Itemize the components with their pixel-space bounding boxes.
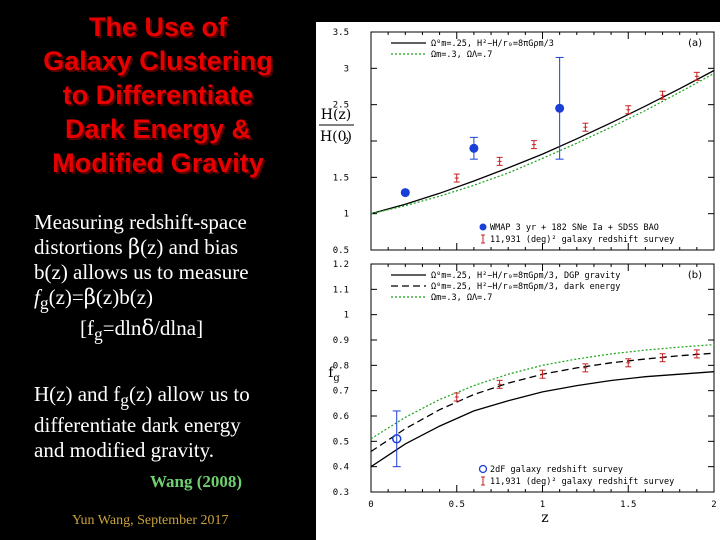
legend-marker <box>479 223 487 231</box>
legend-label: Ω⁰m=.25, H²−H/r₀=8πGρm/3, dark energy <box>431 282 620 292</box>
y-tick-label: 3 <box>344 64 349 74</box>
series-line <box>370 371 715 468</box>
text-sub: g <box>39 293 49 314</box>
beta-symbol: β <box>83 285 96 309</box>
citation: Wang (2008) <box>150 472 243 491</box>
text-line: and modified gravity. <box>34 438 215 463</box>
paragraph-measuring: Measuring redshift-space distortions β(z… <box>34 210 316 347</box>
y-tick-label: 1 <box>344 210 349 220</box>
paragraph-hz-fg: H(z) and fg(z) allow us to differentiate… <box>34 382 316 463</box>
panel-label: (a) <box>688 38 702 49</box>
data-point <box>400 188 410 198</box>
data-point <box>555 103 565 113</box>
y-tick-label: 2 <box>344 137 349 147</box>
y-tick-label: 1 <box>344 311 349 321</box>
text-line: [fg=dlnδ/dlna] <box>34 316 316 347</box>
y-tick-label: 3.5 <box>333 28 349 38</box>
slide-title: The Use of Galaxy Clustering to Differen… <box>8 10 308 180</box>
y-tick-label: 0.8 <box>333 361 349 371</box>
series-line <box>370 72 715 215</box>
text-sub: g <box>120 390 130 411</box>
text-line: Measuring redshift-space <box>34 210 247 234</box>
text-line: H(z) and fg(z) allow us to <box>34 382 316 413</box>
y-tick-label: 1.5 <box>333 173 349 183</box>
text-span: /dlna] <box>154 316 204 341</box>
legend-label: WMAP 3 yr + 182 SNe Ia + SDSS BAO <box>490 223 659 233</box>
x-tick-label: 1.5 <box>620 500 636 510</box>
series-line <box>370 352 715 453</box>
x-axis-label: z <box>541 510 548 526</box>
y-axis-label: fg <box>328 365 340 384</box>
x-tick-label: 0 <box>368 500 373 510</box>
figure-panel: 3.5 3 2.5 2 1.5 1 0.5 (a) Ω⁰m=.25, H²−H/r₀=8πGρm… <box>316 22 720 540</box>
title-line: Galaxy Clustering <box>43 46 273 76</box>
chart-figure: 3.5 3 2.5 2 1.5 1 0.5 (a) Ω⁰m=.25, H²−H/r₀=8πGρm… <box>319 28 717 526</box>
text-span: (z) and bias <box>140 235 239 259</box>
legend-label: 11,931 (deg)² galaxy redshift survey <box>490 477 674 487</box>
text-span: (z)b(z) <box>95 285 154 309</box>
y-tick-label: 0.9 <box>333 336 349 346</box>
x-tick-label: 1 <box>540 500 545 510</box>
text-span: [f <box>80 316 94 341</box>
x-tick-label: 0.5 <box>449 500 465 510</box>
legend-label: Ω⁰m=.25, H²−H/r₀=8πGρm/3 <box>431 39 554 49</box>
title-line: Modified Gravity <box>52 148 264 178</box>
series-line <box>370 69 715 215</box>
text-span: (z)= <box>48 285 84 309</box>
text-span: distortions <box>34 235 128 259</box>
beta-symbol: β <box>127 235 141 259</box>
plot-frame <box>370 31 715 251</box>
y-tick-label: 0.5 <box>333 437 349 447</box>
legend-marker <box>478 464 488 474</box>
text-span: =dln <box>102 316 142 341</box>
y-tick-label: 0.7 <box>333 387 349 397</box>
title-line: to Differentiate <box>62 80 254 110</box>
text-span: H(z) and f <box>34 382 121 406</box>
y-axis-label: H(0) <box>320 129 352 145</box>
legend-label: Ωm=.3, ΩΛ=.7 <box>431 293 492 303</box>
y-tick-label: 1.2 <box>333 260 349 270</box>
title-line: The Use of <box>88 12 228 42</box>
y-axis-label: H(z) <box>321 107 352 123</box>
text-span: (z) allow us to <box>129 382 250 406</box>
y-tick-label: 0.6 <box>333 412 349 422</box>
x-tick-label: 2 <box>711 500 716 510</box>
legend-label: Ωm=.3, ΩΛ=.7 <box>431 50 492 60</box>
legend-label: 2dF galaxy redshift survey <box>490 465 623 475</box>
text-span: f <box>34 285 40 309</box>
text-line: differentiate dark energy <box>34 413 241 438</box>
data-point <box>391 434 402 444</box>
y-tick-label: 0.4 <box>333 463 349 473</box>
text-sub: g <box>94 324 103 345</box>
delta-symbol: δ <box>141 316 155 341</box>
text-line: distortions β(z) and bias <box>34 235 316 260</box>
text-line: fg(z)=β(z)b(z) <box>34 285 316 316</box>
y-tick-label: 1.1 <box>333 285 349 295</box>
text-line: b(z) allows us to measure <box>34 260 249 284</box>
legend-label: 11,931 (deg)² galaxy redshift survey <box>490 235 674 245</box>
y-tick-label: 0.5 <box>333 246 349 256</box>
panel-label: (b) <box>688 270 702 281</box>
y-tick-label: 2.5 <box>333 101 349 111</box>
footer-credit: Yun Wang, September 2017 <box>72 513 229 528</box>
y-tick-label: 0.3 <box>333 488 349 498</box>
title-line: Dark Energy & <box>64 114 252 144</box>
data-point <box>469 143 479 153</box>
legend-label: Ω⁰m=.25, H²−H/r₀=8πGρm/3, DGP gravity <box>431 271 620 281</box>
